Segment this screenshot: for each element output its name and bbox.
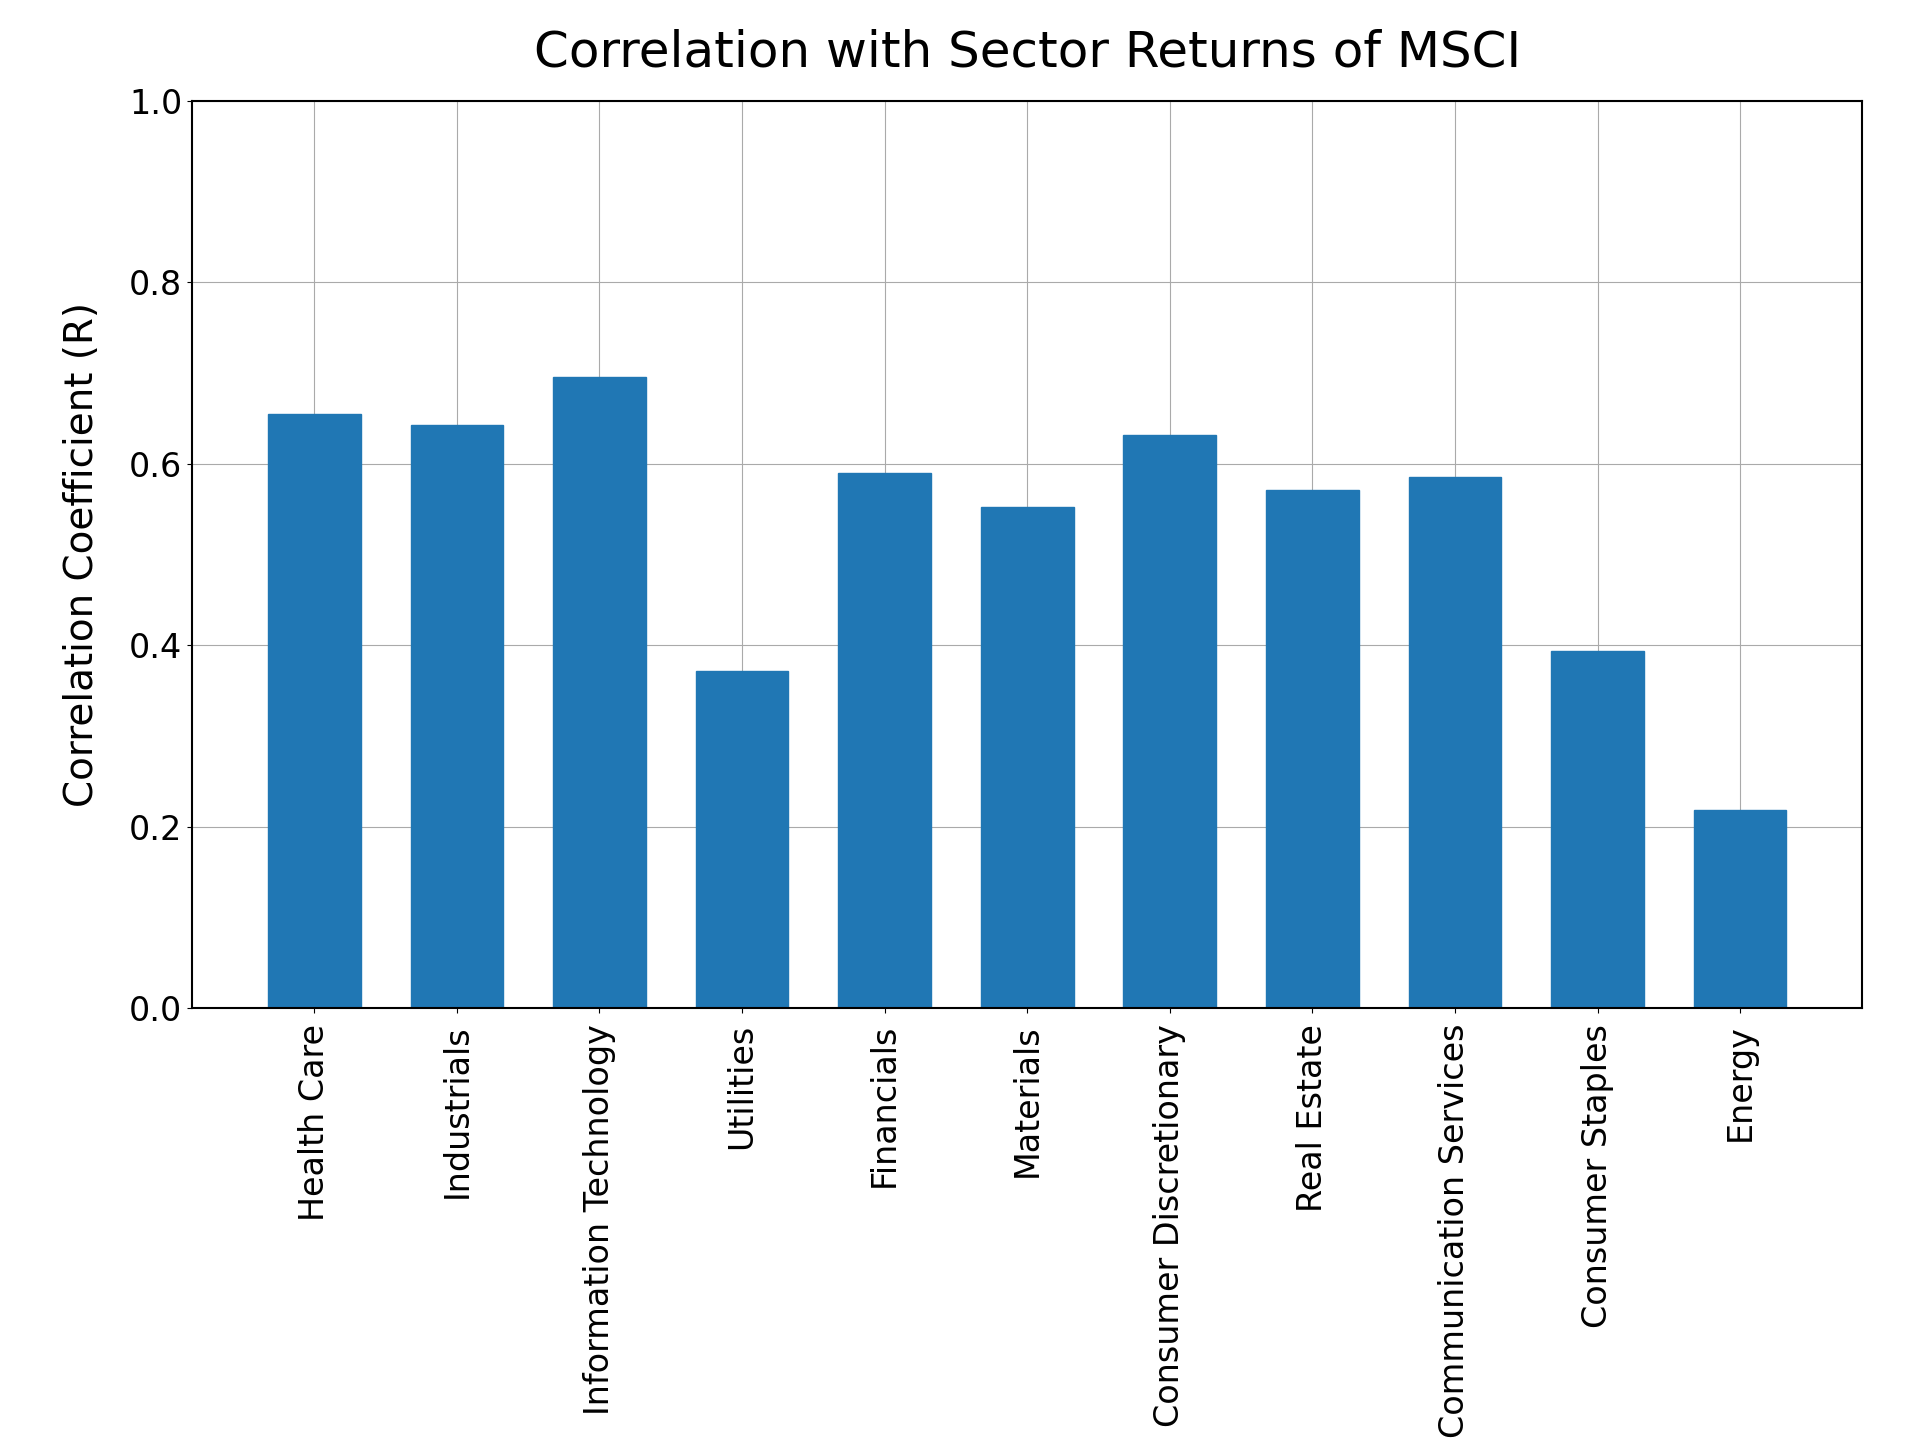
- Bar: [269, 413, 361, 1008]
- Bar: [1123, 435, 1215, 1008]
- Bar: [695, 671, 789, 1008]
- Bar: [981, 507, 1073, 1008]
- Bar: [411, 425, 503, 1008]
- Bar: [1693, 811, 1786, 1008]
- Bar: [1265, 490, 1359, 1008]
- Bar: [553, 377, 645, 1008]
- Bar: [1409, 477, 1501, 1008]
- Bar: [1551, 651, 1644, 1008]
- Bar: [839, 472, 931, 1008]
- Y-axis label: Correlation Coefficient (R): Correlation Coefficient (R): [63, 302, 102, 806]
- Title: Correlation with Sector Returns of MSCI: Correlation with Sector Returns of MSCI: [534, 27, 1521, 76]
